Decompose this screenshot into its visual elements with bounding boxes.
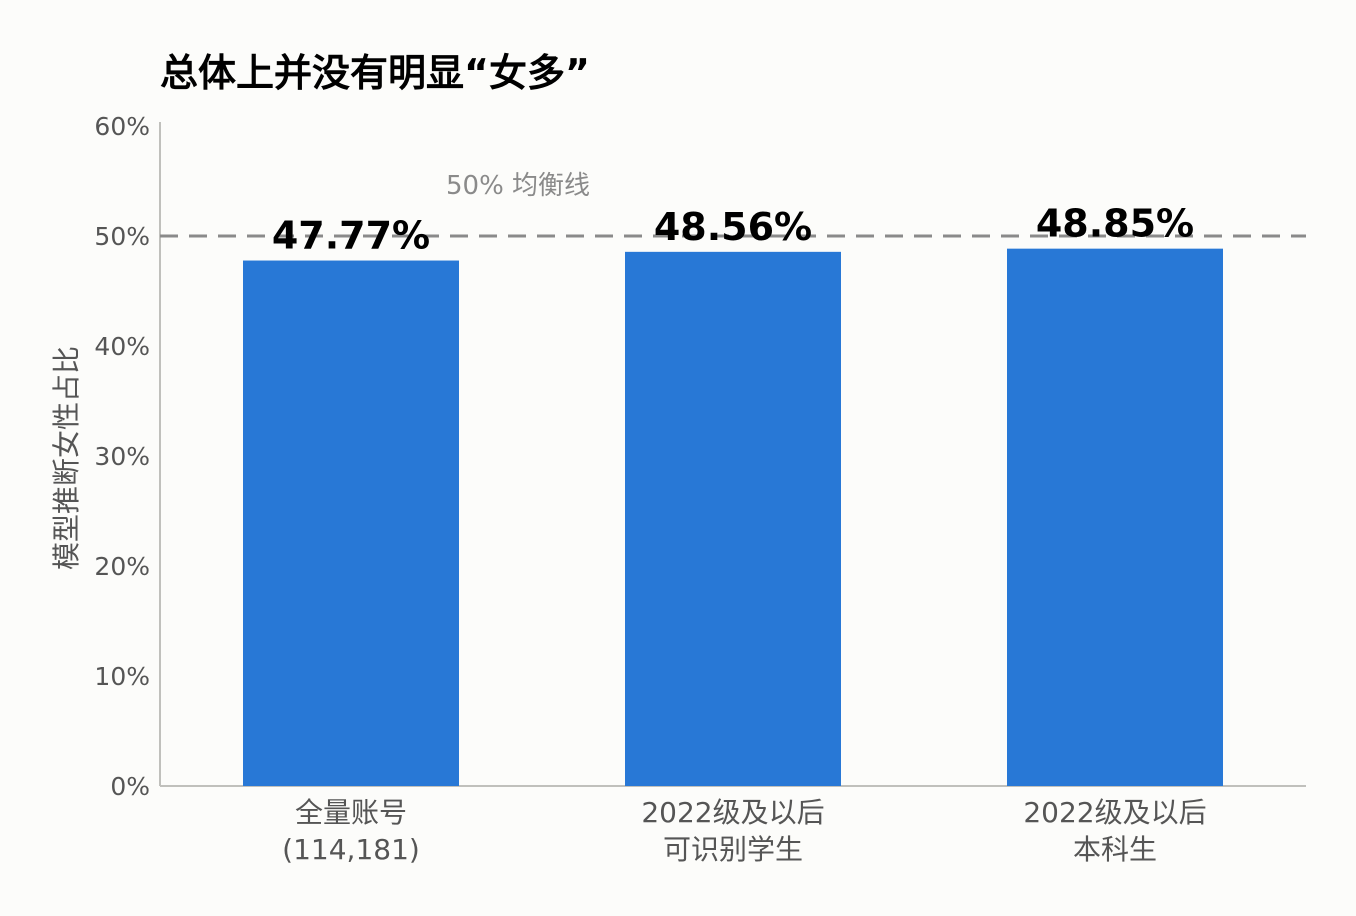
y-tick-label: 50% bbox=[94, 222, 150, 251]
data-label: 48.85% bbox=[1036, 202, 1194, 246]
y-tick-label: 10% bbox=[94, 662, 150, 691]
y-tick-label: 30% bbox=[94, 442, 150, 471]
y-tick-label: 60% bbox=[94, 112, 150, 141]
bar bbox=[625, 251, 841, 787]
chart-title: 总体上并没有明显“女多” bbox=[160, 51, 590, 95]
data-label: 48.56% bbox=[654, 205, 812, 249]
bar bbox=[1007, 248, 1223, 786]
y-axis-label: 模型推断女性占比 bbox=[50, 346, 83, 570]
data-label: 47.77% bbox=[272, 214, 430, 258]
x-category-label: 2022级及以后 bbox=[1023, 796, 1206, 829]
x-category-label: 可识别学生 bbox=[663, 833, 803, 866]
bar bbox=[243, 260, 459, 786]
y-tick-label: 0% bbox=[110, 772, 150, 801]
x-category-label: (114,181) bbox=[282, 833, 420, 866]
reference-line-label: 50% 均衡线 bbox=[446, 171, 590, 201]
plot-area: 0% 10% 20% 30% 40% 50% 60% 50% 均衡线 47.77% 48.56% 4… bbox=[94, 112, 1306, 866]
y-tick-label: 20% bbox=[94, 552, 150, 581]
x-category-label: 本科生 bbox=[1073, 833, 1157, 866]
y-tick-label: 40% bbox=[94, 332, 150, 361]
x-category-label: 2022级及以后 bbox=[641, 796, 824, 829]
x-category-label: 全量账号 bbox=[295, 796, 407, 829]
